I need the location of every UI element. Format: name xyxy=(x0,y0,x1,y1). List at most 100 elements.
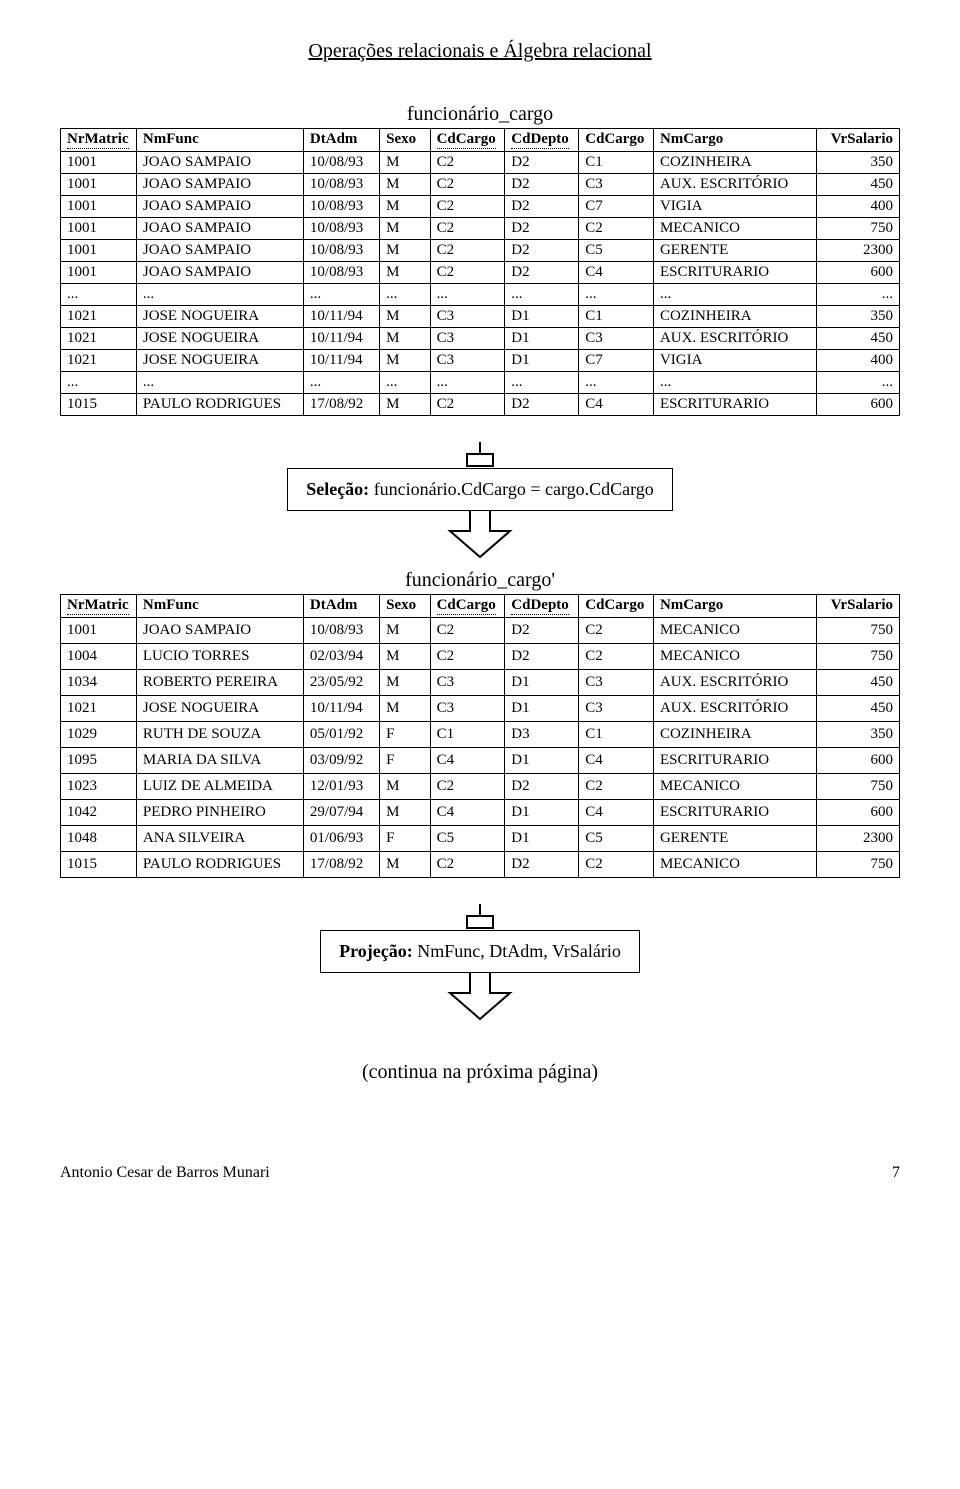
table-cell: C2 xyxy=(430,394,505,416)
table-cell: GERENTE xyxy=(653,240,816,262)
table-cell: JOAO SAMPAIO xyxy=(136,240,303,262)
table-cell: C2 xyxy=(430,852,505,878)
table-cell: D1 xyxy=(505,800,579,826)
selection-operation-box: Seleção: funcionário.CdCargo = cargo.CdC… xyxy=(287,468,673,511)
table-cell: VIGIA xyxy=(653,196,816,218)
table-cell: C3 xyxy=(579,174,654,196)
table-cell: 1001 xyxy=(61,152,137,174)
table-cell: M xyxy=(380,262,430,284)
table-cell: C4 xyxy=(430,748,505,774)
table-cell: 1015 xyxy=(61,852,137,878)
table-cell: M xyxy=(380,350,430,372)
table-row: 1001JOAO SAMPAIO10/08/93MC2D2C1COZINHEIR… xyxy=(61,152,900,174)
column-header: CdCargo xyxy=(579,595,654,618)
table-row: 1021JOSE NOGUEIRA10/11/94MC3D1C7VIGIA400 xyxy=(61,350,900,372)
table-cell: D1 xyxy=(505,748,579,774)
table-row: 1001JOAO SAMPAIO10/08/93MC2D2C7VIGIA400 xyxy=(61,196,900,218)
table-cell: JOSE NOGUEIRA xyxy=(136,306,303,328)
table-cell: ... xyxy=(136,372,303,394)
table-cell: 450 xyxy=(817,328,900,350)
table-cell: 350 xyxy=(817,722,900,748)
table-cell: D2 xyxy=(505,394,579,416)
table-cell: ... xyxy=(303,284,379,306)
table-cell: 750 xyxy=(817,644,900,670)
table-cell: 450 xyxy=(817,696,900,722)
table-cell: D2 xyxy=(505,262,579,284)
table-row: 1015PAULO RODRIGUES17/08/92MC2D2C2MECANI… xyxy=(61,852,900,878)
table2-title: funcionário_cargo' xyxy=(60,569,900,592)
column-header: CdDepto xyxy=(505,595,579,618)
table-cell: ... xyxy=(579,372,654,394)
table-cell: JOAO SAMPAIO xyxy=(136,218,303,240)
table-cell: 17/08/92 xyxy=(303,394,379,416)
table-cell: MECANICO xyxy=(653,644,816,670)
table-cell: MECANICO xyxy=(653,852,816,878)
table-row: 1001JOAO SAMPAIO10/08/93MC2D2C2MECANICO7… xyxy=(61,618,900,644)
table-cell: 10/11/94 xyxy=(303,350,379,372)
table-cell: 400 xyxy=(817,350,900,372)
column-header: NmCargo xyxy=(653,595,816,618)
table-cell: ESCRITURARIO xyxy=(653,394,816,416)
table-cell: 1001 xyxy=(61,262,137,284)
table-funcionario-cargo: NrMatricNmFuncDtAdmSexoCdCargoCdDeptoCdC… xyxy=(60,128,900,416)
table-cell: D2 xyxy=(505,152,579,174)
table-cell: ... xyxy=(430,372,505,394)
table-cell: C2 xyxy=(430,240,505,262)
continue-text: (continua na próxima página) xyxy=(60,1061,900,1084)
selection-label-rest: funcionário.CdCargo = cargo.CdCargo xyxy=(369,479,654,499)
table-cell: 1015 xyxy=(61,394,137,416)
table-row: 1001JOAO SAMPAIO10/08/93MC2D2C4ESCRITURA… xyxy=(61,262,900,284)
table-cell: M xyxy=(380,240,430,262)
column-header: DtAdm xyxy=(303,595,379,618)
table-cell: COZINHEIRA xyxy=(653,722,816,748)
column-header: NmFunc xyxy=(136,129,303,152)
table-cell: C5 xyxy=(579,826,654,852)
table-cell: C7 xyxy=(579,350,654,372)
table-cell: 1001 xyxy=(61,174,137,196)
column-header: CdCargo xyxy=(430,595,505,618)
table-cell: 1001 xyxy=(61,618,137,644)
table-cell: 10/08/93 xyxy=(303,240,379,262)
table-cell: M xyxy=(380,306,430,328)
table-cell: C3 xyxy=(430,670,505,696)
table-cell: JOAO SAMPAIO xyxy=(136,618,303,644)
table-cell: C3 xyxy=(579,696,654,722)
table-cell: 350 xyxy=(817,152,900,174)
footer-author: Antonio Cesar de Barros Munari xyxy=(60,1164,270,1182)
projection-label-rest: NmFunc, DtAdm, VrSalário xyxy=(413,941,621,961)
table-cell: 1021 xyxy=(61,350,137,372)
table-cell: C2 xyxy=(579,618,654,644)
table-cell: AUX. ESCRITÓRIO xyxy=(653,670,816,696)
table-cell: ... xyxy=(505,284,579,306)
table-cell: JOAO SAMPAIO xyxy=(136,174,303,196)
table-cell: M xyxy=(380,670,430,696)
table-row: 1048ANA SILVEIRA01/06/93FC5D1C5GERENTE23… xyxy=(61,826,900,852)
table-funcionario-cargo-prime: NrMatricNmFuncDtAdmSexoCdCargoCdDeptoCdC… xyxy=(60,594,900,878)
table-cell: ... xyxy=(653,372,816,394)
table-cell: 29/07/94 xyxy=(303,800,379,826)
table-cell: ... xyxy=(61,372,137,394)
projection-label-bold: Projeção: xyxy=(339,941,413,961)
table-cell: D2 xyxy=(505,774,579,800)
table-cell: MECANICO xyxy=(653,618,816,644)
table-cell: 1034 xyxy=(61,670,137,696)
table-row: 1095MARIA DA SILVA03/09/92FC4D1C4ESCRITU… xyxy=(61,748,900,774)
table-cell: 600 xyxy=(817,748,900,774)
table-cell: D2 xyxy=(505,196,579,218)
table-cell: 2300 xyxy=(817,240,900,262)
column-header: NrMatric xyxy=(61,595,137,618)
table-row: ........................... xyxy=(61,284,900,306)
table-cell: M xyxy=(380,152,430,174)
table-cell: JOSE NOGUEIRA xyxy=(136,350,303,372)
table-cell: 05/01/92 xyxy=(303,722,379,748)
table-cell: ESCRITURARIO xyxy=(653,800,816,826)
table-cell: D2 xyxy=(505,618,579,644)
table-cell: D2 xyxy=(505,852,579,878)
table-cell: 03/09/92 xyxy=(303,748,379,774)
table-cell: C3 xyxy=(430,350,505,372)
column-header: Sexo xyxy=(380,595,430,618)
table-cell: 1021 xyxy=(61,328,137,350)
column-header: Sexo xyxy=(380,129,430,152)
table-cell: 2300 xyxy=(817,826,900,852)
table-cell: D1 xyxy=(505,696,579,722)
